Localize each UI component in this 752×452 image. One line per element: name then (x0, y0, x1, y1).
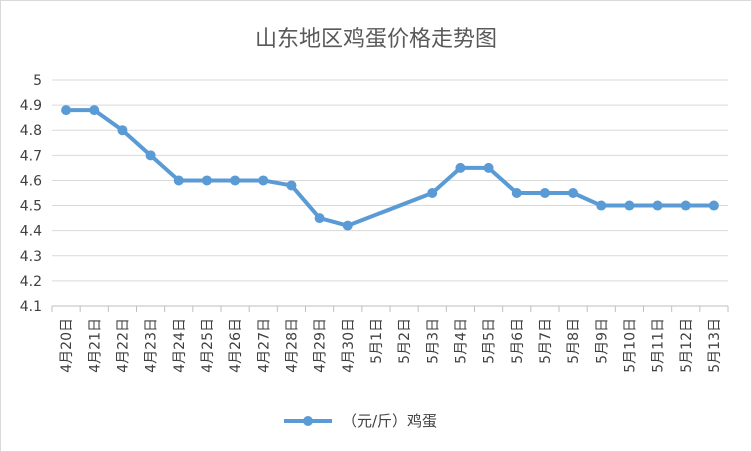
x-tick-label: 4月25日 (200, 318, 216, 373)
data-point (145, 150, 156, 161)
x-tick-label: 4月21日 (87, 318, 103, 373)
data-point (258, 175, 269, 186)
y-tick-label: 4.6 (20, 173, 42, 189)
x-tick-label: 4月20日 (59, 318, 75, 373)
y-tick-label: 4.7 (20, 148, 42, 164)
x-tick-label: 5月11日 (651, 318, 667, 373)
data-point (201, 175, 212, 186)
x-tick-label: 5月8日 (566, 318, 582, 364)
x-tick-label: 4月24日 (172, 318, 188, 373)
y-tick-label: 4.5 (20, 199, 42, 215)
x-axis-ticks: 4月20日 4月21日 4月22日 4月23日 4月24日 4月25日 4月26日 4月27日… (51, 306, 729, 373)
data-point (680, 200, 691, 211)
x-tick-label: 5月1日 (369, 318, 385, 364)
x-tick-label: 5月6日 (510, 318, 526, 364)
legend: （元/斤）鸡蛋 (284, 412, 437, 430)
data-point (173, 175, 184, 186)
x-tick-label: 5月7日 (538, 318, 554, 364)
data-point (483, 162, 494, 173)
data-point (511, 188, 522, 198)
data-point (708, 200, 719, 211)
y-tick-label: 4.4 (20, 224, 42, 240)
x-tick-label: 5月9日 (594, 318, 610, 364)
x-tick-label: 5月4日 (453, 318, 469, 364)
data-point (455, 162, 466, 173)
data-point (624, 200, 635, 211)
data-point (596, 200, 607, 211)
chart-title: 山东地区鸡蛋价格走势图 (255, 27, 497, 52)
x-tick-label: 4月23日 (144, 318, 160, 373)
data-point (89, 105, 100, 116)
y-tick-label: 4.2 (20, 274, 42, 290)
y-tick-label: 4.9 (20, 98, 42, 114)
y-tick-label: 4.3 (20, 249, 42, 265)
y-tick-label: 4.8 (20, 123, 42, 139)
y-tick-label: 4.1 (20, 299, 42, 315)
legend-label: （元/斤）鸡蛋 (342, 412, 437, 430)
x-tick-label: 5月5日 (482, 318, 498, 364)
data-point (117, 125, 128, 136)
y-axis-ticks: 4.1 4.2 4.3 4.4 4.5 4.6 4.7 4.8 4.9 5 (20, 73, 42, 315)
x-tick-label: 4月26日 (228, 318, 244, 373)
x-tick-label: 4月30日 (341, 318, 357, 373)
gridlines (52, 79, 728, 307)
data-point (314, 213, 325, 224)
data-point (286, 180, 297, 191)
y-tick-label: 5 (33, 73, 42, 89)
x-tick-label: 5月3日 (425, 318, 441, 364)
x-tick-label: 4月27日 (256, 318, 272, 373)
x-tick-label: 5月13日 (707, 318, 723, 373)
data-point (427, 188, 438, 198)
series-layer (61, 105, 719, 231)
x-tick-label: 4月22日 (115, 318, 131, 373)
data-point (342, 220, 353, 231)
x-tick-label: 5月2日 (397, 318, 413, 364)
data-point (652, 200, 663, 211)
legend-point-marker (303, 416, 313, 426)
data-point (230, 175, 241, 186)
x-tick-label: 4月28日 (284, 318, 300, 373)
x-tick-label: 5月10日 (622, 318, 638, 373)
x-tick-label: 4月29日 (313, 318, 329, 373)
data-point (61, 105, 72, 116)
data-point (539, 188, 550, 198)
series-line (64, 108, 716, 228)
data-point (568, 188, 579, 198)
x-tick-label: 5月12日 (679, 318, 695, 373)
